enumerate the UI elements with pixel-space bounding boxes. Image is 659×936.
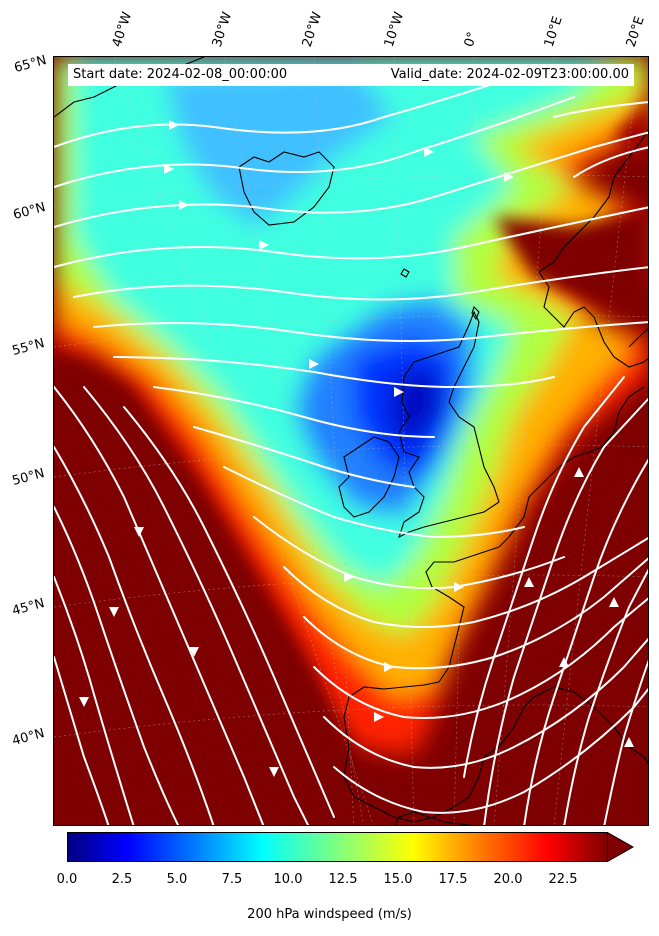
lon-label-20e: 20°E bbox=[623, 14, 648, 50]
colorbar bbox=[67, 832, 634, 862]
lat-label-45n: 45°N bbox=[10, 596, 47, 619]
colorbar-label: 200 hPa windspeed (m/s) bbox=[247, 907, 412, 922]
lon-label-30w: 30°W bbox=[209, 10, 236, 49]
map-canvas bbox=[54, 57, 648, 825]
lat-label-40n: 40°N bbox=[10, 726, 47, 749]
lon-label-10w: 10°W bbox=[381, 10, 408, 49]
colorbar-tick: 17.5 bbox=[438, 872, 468, 887]
windspeed-field bbox=[54, 57, 648, 825]
lat-label-60n: 60°N bbox=[11, 200, 48, 223]
colorbar-extend-arrow bbox=[607, 832, 634, 862]
colorbar-tick: 12.5 bbox=[328, 872, 358, 887]
colorbar-tick: 22.5 bbox=[548, 872, 578, 887]
colorbar-tick: 10.0 bbox=[273, 872, 303, 887]
colorbar-tick: 5.0 bbox=[166, 872, 188, 887]
streamline-arrows bbox=[79, 120, 634, 777]
lat-label-65n: 65°N bbox=[12, 53, 49, 76]
colorbar-tick: 0.0 bbox=[56, 872, 78, 887]
date-info-box: Start date: 2024-02-08_00:00:00 Valid_da… bbox=[68, 64, 634, 86]
colorbar-tick: 20.0 bbox=[493, 872, 523, 887]
lat-label-50n: 50°N bbox=[10, 466, 47, 489]
lon-label-20w: 20°W bbox=[299, 10, 326, 49]
windspeed-map bbox=[53, 56, 649, 826]
start-date-label: Start date: 2024-02-08_00:00:00 bbox=[73, 67, 288, 82]
colorbar-gradient bbox=[67, 832, 634, 862]
streamlines bbox=[54, 76, 648, 825]
lat-label-55n: 55°N bbox=[10, 336, 47, 359]
colorbar-tick: 2.5 bbox=[111, 872, 133, 887]
lon-label-40w: 40°W bbox=[109, 10, 136, 49]
coastlines bbox=[54, 57, 648, 825]
colorbar-tick: 15.0 bbox=[383, 872, 413, 887]
lon-label-0: 0° bbox=[461, 30, 481, 49]
lon-label-10e: 10°E bbox=[541, 14, 566, 50]
graticule-lines bbox=[54, 57, 648, 825]
valid-date-label: Valid_date: 2024-02-09T23:00:00.00 bbox=[390, 67, 629, 82]
colorbar-tick: 7.5 bbox=[221, 872, 243, 887]
